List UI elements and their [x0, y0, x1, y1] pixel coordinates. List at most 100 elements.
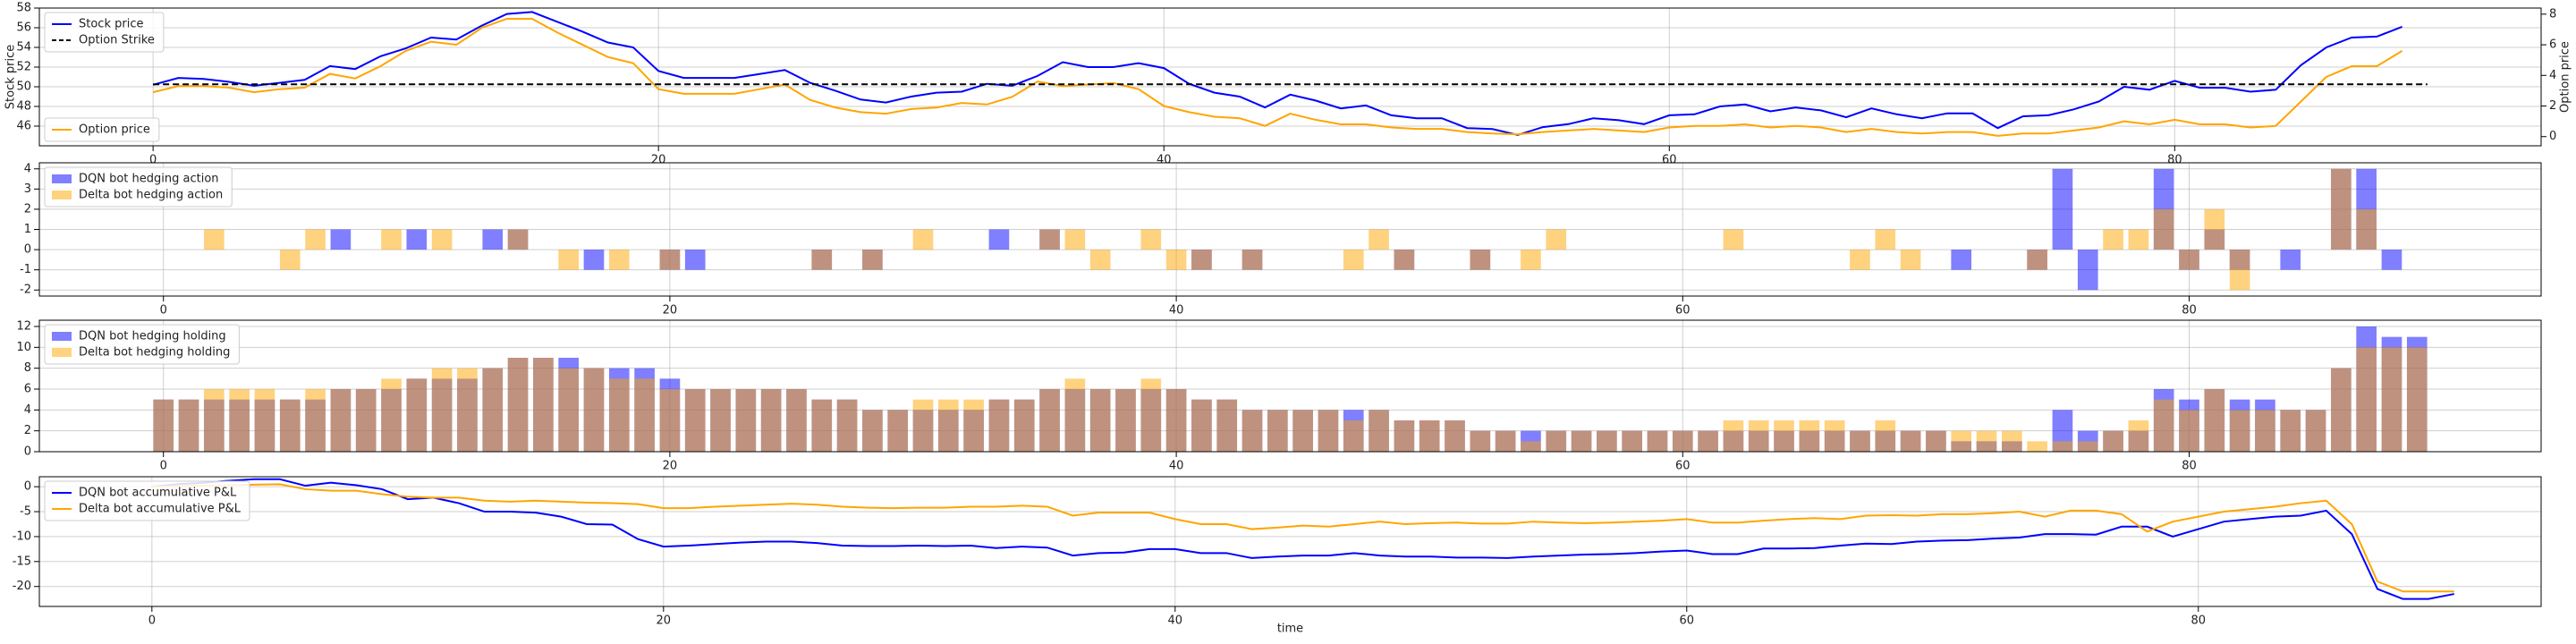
bar	[1799, 420, 1820, 452]
x-tick-label: 80	[2182, 304, 2197, 318]
y2-tick-label: 4	[2549, 69, 2556, 82]
legend-label: Stock price	[79, 18, 143, 31]
x-tick-label: 20	[651, 154, 666, 167]
y-tick-label: 54	[16, 41, 31, 55]
bar	[634, 378, 655, 452]
bar	[482, 229, 504, 250]
y-tick-label: 2	[24, 424, 31, 437]
bar	[836, 399, 858, 452]
bar	[2077, 441, 2098, 452]
bar	[1647, 430, 1668, 452]
bar	[381, 229, 402, 250]
bar	[431, 229, 453, 250]
x-tick-label: 20	[663, 460, 678, 473]
bar	[937, 399, 959, 452]
bar	[406, 229, 428, 250]
bar	[583, 368, 605, 452]
y-tick-label: -1	[20, 263, 31, 276]
y-tick-label: 0	[24, 445, 31, 459]
y-tick-label: 52	[16, 61, 31, 74]
bar	[279, 250, 301, 270]
bar	[1748, 420, 1769, 452]
bar	[2204, 389, 2225, 452]
bar	[1343, 420, 1364, 452]
bar	[862, 410, 883, 452]
y-axis-label: Stock price	[4, 45, 18, 109]
bar	[786, 389, 807, 452]
y2-tick-label: 2	[2549, 99, 2556, 113]
x-tick-label: 60	[1675, 304, 1690, 318]
bar	[2027, 250, 2047, 270]
bar	[1241, 250, 1263, 270]
bar	[1267, 410, 1288, 452]
y-tick-label: 46	[16, 120, 31, 133]
legend: DQN bot accumulative P&L Delta bot accumu…	[44, 480, 250, 521]
y2-tick-label: 8	[2549, 7, 2556, 21]
bar	[204, 229, 225, 250]
bar	[1622, 430, 1643, 452]
bar	[2027, 441, 2047, 452]
bar	[963, 399, 984, 452]
bar	[2381, 250, 2402, 270]
bar	[912, 399, 934, 452]
bar	[1495, 430, 1516, 452]
bar	[2153, 208, 2174, 250]
bar	[2229, 410, 2250, 452]
bar	[1292, 410, 1313, 452]
x-tick-label: 80	[2167, 154, 2182, 167]
bar	[2128, 229, 2149, 250]
bar	[1039, 229, 1060, 250]
x-tick-label: 40	[1169, 460, 1184, 473]
bar	[1850, 250, 1870, 270]
bar	[1900, 430, 1921, 452]
axes-frame	[38, 7, 2542, 147]
bar	[355, 389, 377, 452]
bar	[507, 229, 529, 250]
bar	[1723, 420, 1744, 452]
bar	[2255, 410, 2275, 452]
bar	[1115, 389, 1136, 452]
bar	[330, 389, 352, 452]
bar	[1343, 250, 1364, 270]
y-tick-label: 58	[16, 2, 31, 15]
legend-swatch	[52, 348, 72, 357]
x-axis-label: time	[1277, 623, 1303, 636]
plot-area	[153, 326, 2428, 452]
bar	[558, 250, 579, 270]
bar	[2077, 250, 2098, 291]
bar	[2153, 399, 2174, 452]
legend-box	[44, 324, 240, 365]
panel: 0 20 40 60 80 0 2 4 6 8 10 12 DQN bot hedging holdin…	[16, 319, 2542, 473]
bar	[2280, 250, 2301, 270]
bar	[1470, 430, 1491, 452]
y2-tick-label: 0	[2549, 130, 2556, 143]
bar	[431, 368, 453, 452]
x-tick-label: 20	[657, 614, 672, 628]
legend-box	[44, 117, 160, 142]
bar	[305, 229, 326, 250]
y-tick-label: 0	[24, 243, 31, 257]
bar	[1976, 430, 1997, 452]
bar	[2179, 250, 2199, 270]
bar	[1191, 399, 1212, 452]
bar	[1470, 250, 1491, 270]
axes-frame	[38, 162, 2542, 297]
legend-label: DQN bot accumulative P&L	[79, 487, 237, 500]
bar	[482, 368, 504, 452]
y-tick-label: 4	[24, 403, 31, 417]
bar	[1165, 250, 1187, 270]
bar	[2280, 410, 2301, 452]
bar	[735, 389, 757, 452]
bar	[2331, 368, 2351, 452]
bar	[2356, 208, 2377, 250]
legend-label: DQN bot hedging action	[79, 173, 219, 186]
y-tick-label: 48	[16, 100, 31, 114]
bar	[684, 389, 706, 452]
bar	[659, 250, 681, 270]
bar	[2331, 168, 2351, 250]
x-tick-label: 80	[2182, 460, 2197, 473]
x-tick-label: 60	[1675, 460, 1690, 473]
x-tick-label: 40	[1168, 614, 1183, 628]
